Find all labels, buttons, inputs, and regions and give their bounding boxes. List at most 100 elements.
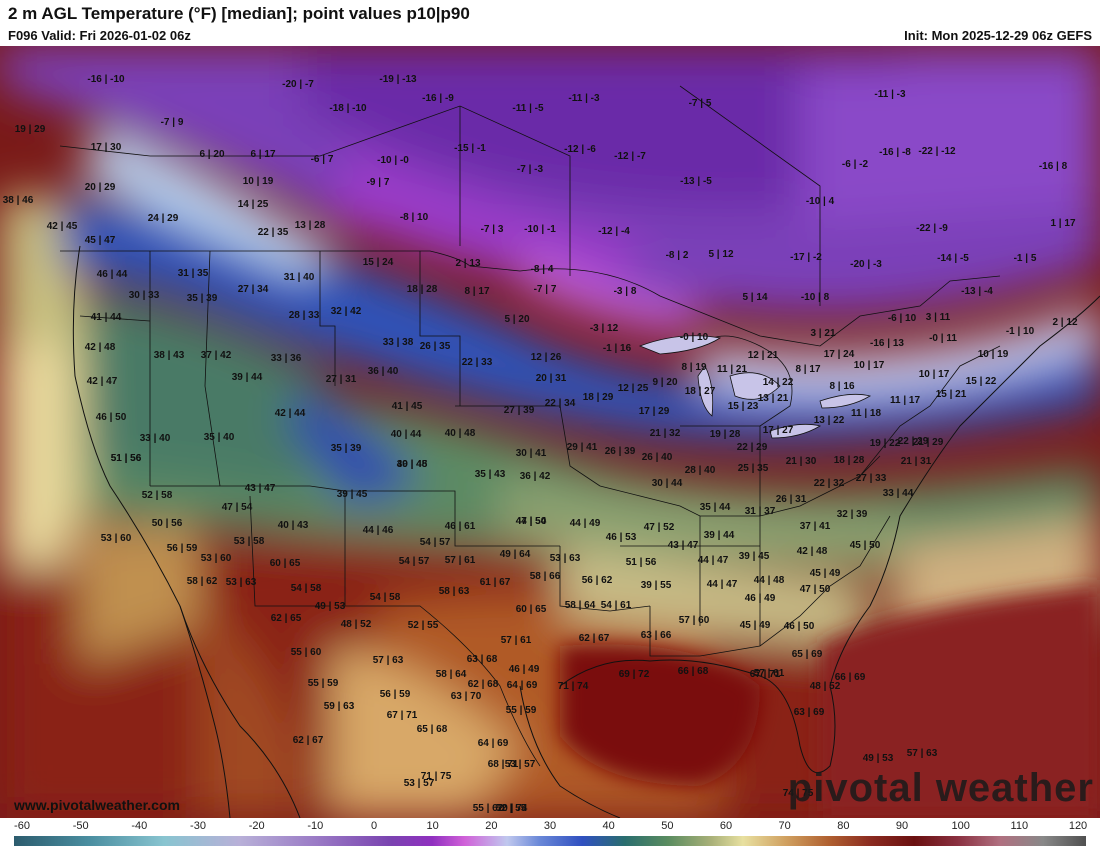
website-watermark[interactable]: www.pivotalweather.com [14,797,180,813]
point-value-label: 57 | 61 [445,555,476,566]
point-value-label: 54 | 57 [420,537,451,548]
point-value-label: 57 | 63 [373,655,404,666]
point-value-label: 43 | 47 [668,540,699,551]
point-value-label: 32 | 42 [331,306,362,317]
colorbar-tick-label: 100 [951,820,970,832]
point-value-label: 49 | 53 [315,601,346,612]
colorbar-tick-label: 20 [485,820,498,832]
point-value-label: 38 | 43 [154,350,185,361]
point-value-label: -7 | 7 [534,284,557,295]
point-value-label: -16 | 13 [870,338,904,349]
point-value-label: 68 | 71 [488,759,519,770]
point-value-label: 44 | 47 [707,579,738,590]
coastlines [72,245,1100,818]
point-value-label: 63 | 66 [641,630,672,641]
point-value-label: -6 | -2 [842,159,869,170]
point-value-label: 10 | 19 [243,176,274,187]
colorbar-tick-label: -60 [14,820,30,832]
point-value-label: 11 | 18 [851,408,881,419]
point-value-label: 63 | 69 [794,707,825,718]
point-value-label: -14 | -5 [937,253,969,264]
point-value-label: 11 | 21 [717,364,747,375]
point-value-label: -7 | -3 [517,164,544,175]
point-value-label: 64 | 69 [478,738,509,749]
point-value-label: 42 | 47 [87,376,118,387]
point-value-label: 5 | 14 [742,292,767,303]
point-value-label: 46 | 61 [445,521,476,532]
colorbar-tick-label: 110 [1010,820,1029,832]
colorbar-tick-label: -40 [131,820,148,832]
point-value-label: 15 | 21 [936,389,967,400]
point-value-label: 67 | 71 [387,710,418,721]
colorbar-tick-label: 80 [837,820,850,832]
point-value-label: -12 | -6 [564,144,596,155]
point-value-label: 59 | 63 [324,701,355,712]
point-value-label: 8 | 19 [681,362,706,373]
temperature-map[interactable]: -16 | -10 -20 | -7 -19 | -13 -16 | -9 -11 | … [0,46,1100,818]
point-value-label: 33 | 38 [383,337,414,348]
point-value-label: -10 | 8 [801,292,830,303]
point-value-label: 2 | 12 [1052,317,1077,328]
point-value-label: 8 | 17 [795,364,820,375]
point-value-label: 47 | 54 [222,502,253,513]
point-value-label: 3 | 11 [926,312,951,323]
point-value-label: 28 | 40 [685,465,716,476]
point-value-label: 64 | 69 [507,680,538,691]
point-value-label: 19 | 29 [15,124,46,135]
point-value-label: 42 | 44 [275,408,306,419]
colorbar-tick-label: -30 [190,820,206,832]
point-value-label: -11 | -3 [874,89,906,100]
point-value-label: 31 | 37 [745,506,776,517]
point-value-label: 35 | 40 [204,432,235,443]
point-value-label: 54 | 58 [291,583,322,594]
colorbar-ticks: -60 -50 -40 -30 -20 -10 0 10 20 30 40 50 60 70 80 90 100… [0,820,1100,834]
point-value-label: 46 | 53 [606,532,637,543]
point-value-label: -16 | -10 [87,74,125,85]
point-value-label: 62 | 67 [293,735,324,746]
point-value-label: 50 | 56 [152,518,183,529]
point-value-label: 26 | 40 [642,452,673,463]
point-value-label: 51 | 56 [626,557,657,568]
point-value-label: -16 | -8 [879,147,911,158]
point-value-label: 74 | 75 [783,788,814,799]
point-value-label: 54 | 61 [601,600,632,611]
point-value-label: 44 | 49 [570,518,601,529]
point-value-label: 12 | 25 [618,383,649,394]
point-value-label: 58 | 64 [436,669,467,680]
point-value-label: 28 | 33 [289,310,320,321]
point-value-label: 42 | 45 [47,221,78,232]
point-value-label: 45 | 49 [740,620,771,631]
colorbar-tick-label: 120 [1068,820,1088,832]
point-value-label: 10 | 17 [854,360,885,371]
colorbar-tick-label: 30 [543,820,557,832]
point-value-label: 9 | 20 [652,377,677,388]
point-value-label: 45 | 47 [85,235,116,246]
point-value-label: 13 | 28 [295,220,326,231]
point-value-label: 60 | 65 [270,558,301,569]
point-value-label: 13 | 22 [814,415,845,426]
point-value-label: -22 | -12 [918,146,956,157]
point-value-label: 18 | 28 [834,455,865,466]
point-value-label: 65 | 69 [792,649,823,660]
point-value-label: -20 | -7 [282,79,314,90]
colorbar-gradient [14,836,1086,846]
point-value-label: -1 | 16 [603,343,632,354]
point-value-label: 45 | 50 [850,540,881,551]
point-value-label: 10 | 17 [919,369,950,380]
point-value-label: 31 | 35 [178,268,209,279]
point-value-label: 22 | 29 [898,436,929,447]
point-value-label: 42 | 48 [797,546,828,557]
point-value-label: 61 | 67 [480,577,511,588]
point-value-label: -19 | -13 [379,74,417,85]
point-value-label: 37 | 41 [800,521,831,532]
point-value-label: 15 | 22 [966,376,997,387]
point-value-label: 46 | 49 [745,593,776,604]
point-value-label: 5 | 12 [708,249,733,260]
point-value-label: 55 | 62 [473,803,504,814]
point-value-label: -13 | -4 [961,286,993,297]
point-value-label: 17 | 24 [824,349,855,360]
point-value-label: 30 | 41 [516,448,547,459]
point-value-label: 5 | 20 [504,314,529,325]
point-value-label: 42 | 48 [85,342,116,353]
point-value-label: 27 | 33 [856,473,887,484]
